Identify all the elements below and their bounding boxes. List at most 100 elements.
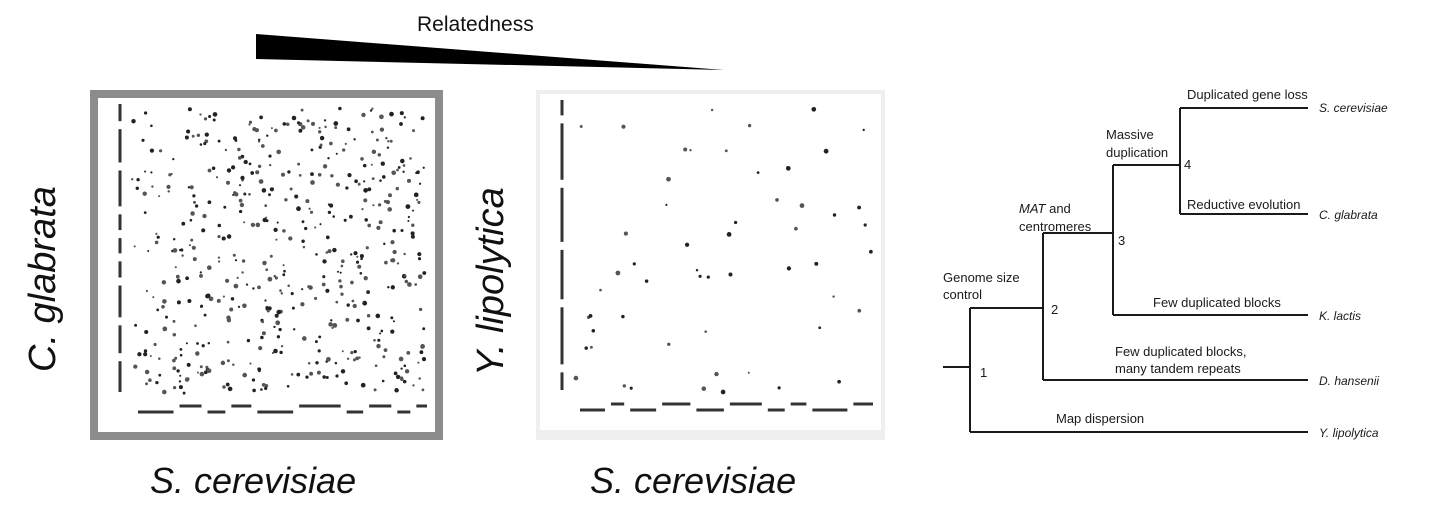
p1-match-dot bbox=[418, 377, 421, 380]
p1-match-dot bbox=[395, 374, 401, 380]
p2-match-dot bbox=[799, 203, 805, 208]
p2-match-dot bbox=[667, 342, 671, 346]
p1-match-dot bbox=[206, 368, 212, 374]
p1-match-dot bbox=[162, 299, 167, 304]
p1-match-dot bbox=[305, 375, 309, 379]
p1-match-dot bbox=[216, 298, 221, 303]
p1-match-dot bbox=[158, 373, 162, 377]
p1-match-dot bbox=[143, 349, 148, 353]
p1-match-dot bbox=[374, 364, 378, 368]
p1-match-dot bbox=[248, 192, 251, 196]
p1-match-dot bbox=[330, 319, 333, 322]
p1-match-dot bbox=[283, 269, 286, 273]
p2-match-dot bbox=[869, 249, 873, 254]
p1-match-dot bbox=[318, 130, 322, 134]
p2-match-dot bbox=[644, 279, 649, 283]
p1-match-dot bbox=[179, 353, 183, 357]
p1-match-dot bbox=[366, 313, 371, 318]
p1-match-dot bbox=[258, 369, 261, 373]
p1-match-dot bbox=[406, 351, 411, 355]
p1-match-dot bbox=[238, 198, 243, 203]
p1-match-dot bbox=[392, 320, 395, 323]
p1-match-dot bbox=[257, 285, 261, 290]
p1-match-dot bbox=[134, 323, 138, 327]
p1-match-dot bbox=[286, 384, 290, 388]
leaf-scerevisiae: S. cerevisiae bbox=[1319, 101, 1388, 115]
p1-match-dot bbox=[201, 228, 206, 233]
p1-match-dot bbox=[376, 225, 381, 231]
p1-match-dot bbox=[279, 289, 282, 292]
p1-match-dot bbox=[361, 112, 366, 118]
p1-match-dot bbox=[363, 188, 368, 193]
p2-match-dot bbox=[623, 231, 628, 236]
p1-match-dot bbox=[273, 227, 278, 233]
p1-match-dot bbox=[179, 374, 182, 377]
p1-match-dot bbox=[172, 237, 176, 241]
p1-match-dot bbox=[250, 171, 255, 175]
p1-match-dot bbox=[338, 106, 342, 111]
p2-match-dot bbox=[632, 262, 636, 266]
p1-match-dot bbox=[269, 254, 273, 258]
p1-match-dot bbox=[226, 315, 231, 320]
p1-match-dot bbox=[383, 348, 388, 352]
p1-match-dot bbox=[181, 254, 184, 257]
p2-match-dot bbox=[747, 123, 752, 128]
p1-match-dot bbox=[405, 204, 411, 209]
p2-match-dot bbox=[862, 128, 865, 132]
p1-match-dot bbox=[332, 215, 335, 218]
p1-match-dot bbox=[137, 352, 142, 357]
p1-match-dot bbox=[370, 130, 374, 134]
p1-match-dot bbox=[165, 315, 168, 319]
p1-match-dot bbox=[346, 357, 350, 361]
p1-match-dot bbox=[336, 270, 340, 273]
p1-match-dot bbox=[421, 388, 425, 392]
p1-match-dot bbox=[399, 111, 404, 116]
p1-match-dot bbox=[298, 128, 303, 133]
p1-match-dot bbox=[353, 251, 358, 256]
p1-match-dot bbox=[266, 134, 269, 137]
p1-match-dot bbox=[285, 122, 290, 127]
p1-match-dot bbox=[207, 168, 212, 173]
p1-match-dot bbox=[314, 340, 318, 344]
p1-match-dot bbox=[261, 383, 266, 387]
p1-match-dot bbox=[250, 222, 256, 228]
p1-match-dot bbox=[397, 166, 401, 169]
node-4: 4 bbox=[1184, 157, 1191, 172]
p1-match-dot bbox=[352, 358, 356, 362]
p1-match-dot bbox=[375, 313, 381, 319]
p2-match-dot bbox=[728, 272, 733, 277]
p1-match-dot bbox=[241, 259, 246, 263]
p1-match-dot bbox=[222, 295, 225, 298]
p1-match-dot bbox=[186, 129, 191, 134]
p1-match-dot bbox=[237, 305, 241, 309]
p1-match-dot bbox=[207, 200, 212, 205]
p1-match-dot bbox=[318, 126, 321, 129]
p1-match-dot bbox=[355, 260, 360, 264]
p1-match-dot bbox=[322, 259, 327, 264]
p1-match-dot bbox=[355, 356, 359, 361]
p1-match-dot bbox=[309, 371, 314, 376]
p1-match-dot bbox=[280, 345, 284, 348]
p2-match-dot bbox=[785, 165, 791, 171]
p1-match-dot bbox=[233, 283, 239, 289]
p1-match-dot bbox=[226, 234, 232, 239]
p2-match-dot bbox=[811, 106, 817, 112]
p1-match-dot bbox=[178, 385, 183, 390]
p1-match-dot bbox=[301, 288, 304, 291]
p2-match-dot bbox=[615, 270, 621, 276]
p2-match-dot bbox=[622, 384, 626, 388]
p1-match-dot bbox=[329, 141, 333, 146]
p1-match-dot bbox=[417, 361, 420, 364]
p1-match-dot bbox=[257, 164, 262, 169]
p1-match-dot bbox=[398, 356, 404, 362]
p2-match-dot bbox=[573, 375, 579, 381]
p1-match-dot bbox=[298, 174, 302, 177]
p1-match-dot bbox=[154, 240, 159, 245]
p2-match-dot bbox=[720, 389, 726, 395]
p1-match-dot bbox=[379, 127, 385, 132]
p2-match-dot bbox=[863, 223, 867, 227]
p1-match-dot bbox=[384, 260, 388, 265]
p1-match-dot bbox=[232, 253, 236, 257]
p1-match-dot bbox=[230, 165, 236, 170]
p1-match-dot bbox=[371, 177, 375, 181]
